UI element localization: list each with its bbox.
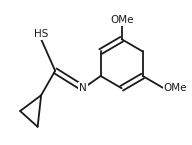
Text: OMe: OMe — [110, 15, 133, 25]
Text: O: O — [164, 83, 172, 93]
Text: N: N — [79, 83, 87, 93]
Text: OMe: OMe — [164, 83, 187, 93]
Text: HS: HS — [34, 29, 48, 39]
Text: O: O — [118, 15, 126, 25]
Text: HS: HS — [34, 29, 48, 39]
Text: N: N — [79, 83, 87, 93]
